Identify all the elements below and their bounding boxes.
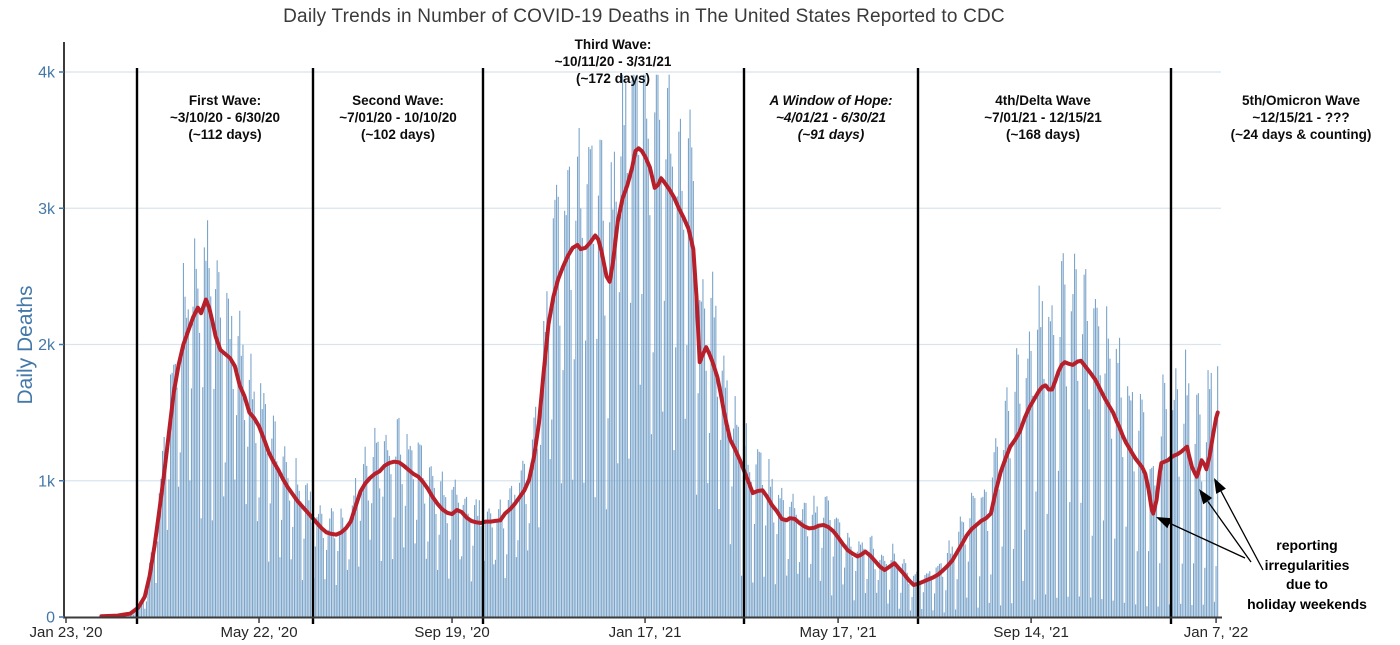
wave-annotation-2: Second Wave: ~7/01/20 - 10/10/20 (~102 day… bbox=[339, 92, 456, 143]
daily-bars-series bbox=[113, 74, 1219, 618]
wave-annotation-line: First Wave: bbox=[188, 93, 262, 108]
wave-annotation-line: ~7/01/21 - 12/15/21 bbox=[984, 110, 1102, 125]
y-tick-label: 4k bbox=[38, 65, 56, 82]
reporting-note-line: reporting bbox=[1276, 537, 1338, 553]
arrow-shaft bbox=[1169, 522, 1246, 559]
wave-annotation-line: Second Wave: bbox=[352, 93, 444, 108]
arrow-head bbox=[1199, 489, 1213, 505]
y-axis-ticks: 0 1k 2k 3k 4k bbox=[38, 65, 64, 627]
wave-annotation-line: ~7/01/20 - 10/10/20 bbox=[339, 110, 457, 125]
x-tick-label: Sep 14, '21 bbox=[993, 624, 1068, 641]
wave-annotation-line: 4th/Delta Wave bbox=[995, 93, 1091, 108]
wave-annotation-3: Third Wave: ~10/11/20 - 3/31/21 (~172 days… bbox=[555, 36, 672, 87]
wave-annotation-5: 4th/Delta Wave ~7/01/21 - 12/15/21 (~168 d… bbox=[984, 92, 1101, 143]
wave-annotation-line: (~24 days & counting) bbox=[1230, 127, 1372, 142]
arrow-shaft bbox=[1207, 500, 1252, 563]
y-tick-label: 0 bbox=[46, 610, 55, 627]
x-tick-label: May 22, '20 bbox=[220, 624, 297, 641]
x-tick-label: Sep 19, '20 bbox=[414, 624, 489, 641]
chart-title: Daily Trends in Number of COVID-19 Death… bbox=[283, 6, 1005, 27]
wave-annotation-line: (~102 days) bbox=[361, 127, 435, 142]
x-tick-label: May 17, '21 bbox=[800, 624, 877, 641]
reporting-note-line: irregularities bbox=[1264, 556, 1350, 573]
y-axis-title: Daily Deaths bbox=[14, 285, 37, 405]
wave-annotation-line: ~10/11/20 - 3/31/21 bbox=[554, 54, 672, 69]
wave-annotation-line: (~91 days) bbox=[797, 127, 865, 142]
x-tick-label: Jan 17, '21 bbox=[609, 624, 682, 641]
wave-annotation-line: ~3/10/20 - 6/30/20 bbox=[170, 110, 280, 125]
y-tick-label: 2k bbox=[38, 337, 56, 354]
wave-annotation-line: (~172 days) bbox=[576, 71, 650, 86]
reporting-note-line: due to bbox=[1285, 576, 1328, 592]
arrow-head bbox=[1156, 517, 1172, 529]
x-tick-label: Jan 23, '20 bbox=[30, 624, 103, 641]
x-tick-label: Jan 7, '22 bbox=[1184, 624, 1249, 641]
y-tick-label: 1k bbox=[38, 473, 56, 490]
wave-annotation-line: (~112 days) bbox=[188, 127, 262, 142]
wave-annotation-1: First Wave: ~3/10/20 - 6/30/20 (~112 days) bbox=[170, 92, 280, 143]
wave-annotation-line: A Window of Hope: bbox=[769, 93, 893, 108]
wave-annotation-line: ~4/01/21 - 6/30/21 bbox=[776, 110, 886, 125]
wave-annotation-line: (~168 days) bbox=[1006, 127, 1080, 142]
y-tick-label: 3k bbox=[38, 201, 56, 218]
reporting-note-line: holiday weekends bbox=[1247, 595, 1367, 612]
arrow-shaft bbox=[1220, 490, 1264, 571]
wave-dividers bbox=[135, 68, 1173, 624]
trend-line-series bbox=[99, 146, 1220, 619]
annotation-arrows bbox=[1156, 478, 1264, 571]
wave-annotation-line: ~12/15/21 - ??? bbox=[1252, 110, 1350, 125]
reporting-irregularities-note: reporting irregularities due to holiday wee… bbox=[1247, 536, 1367, 614]
wave-annotation-4: A Window of Hope: ~4/01/21 - 6/30/21 (~91 … bbox=[769, 92, 892, 143]
wave-annotation-line: Third Wave: bbox=[574, 37, 652, 52]
wave-annotation-6: 5th/Omicron Wave ~12/15/21 - ??? (~24 days… bbox=[1231, 92, 1372, 143]
wave-annotation-line: 5th/Omicron Wave bbox=[1241, 93, 1361, 108]
arrow-head bbox=[1214, 478, 1226, 494]
x-axis-ticks: Jan 23, '20 May 22, '20 Sep 19, '20 Jan 17,… bbox=[30, 618, 1249, 641]
